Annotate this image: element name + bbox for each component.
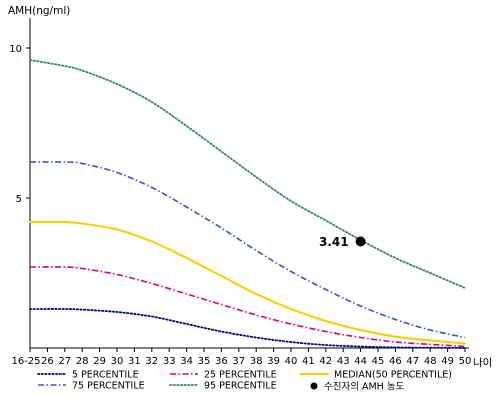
legend: 5 PERCENTILE 25 PERCENTILE MEDIAN(50 PERCE… bbox=[37, 370, 452, 393]
x-tick-label: 36 bbox=[215, 356, 228, 367]
x-tick-label: 47 bbox=[406, 356, 419, 367]
legend-label-3: MEDIAN(50 PERCENTILE) bbox=[334, 370, 452, 381]
x-tick-label: 44 bbox=[354, 356, 367, 367]
x-tick-label: 30 bbox=[111, 356, 124, 367]
x-tick-label: 41 bbox=[302, 356, 315, 367]
x-tick-label: 42 bbox=[319, 356, 332, 367]
x-ticks: 16-25 26 27 28 29 30 31 32 33 34 35 36 37 38 39 40 41 42 4… bbox=[11, 348, 471, 367]
series-layer bbox=[29, 59, 466, 349]
x-tick-label: 48 bbox=[424, 356, 437, 367]
legend-label-5: 95 PERCENTILE bbox=[204, 381, 277, 392]
legend-label-1: 5 PERCENTILE bbox=[72, 370, 139, 381]
x-tick-label: 28 bbox=[76, 356, 89, 367]
x-tick-label: 29 bbox=[93, 356, 106, 367]
legend-point-label: 수진자의 AMH 농도 bbox=[324, 382, 405, 393]
series-line-2 bbox=[29, 266, 466, 348]
x-tick-label: 40 bbox=[285, 356, 298, 367]
x-tick-label: 45 bbox=[372, 356, 385, 367]
x-tick-label: 46 bbox=[389, 356, 402, 367]
x-tick-label: 37 bbox=[232, 356, 245, 367]
x-tick-label: 33 bbox=[163, 356, 176, 367]
x-tick-label: 35 bbox=[198, 356, 211, 367]
series-line-5 bbox=[29, 59, 466, 289]
x-tick-label: 16-25 bbox=[11, 356, 40, 367]
y-axis-title: AMH(ng/ml) bbox=[8, 5, 70, 17]
patient-point-label: 3.41 bbox=[319, 235, 349, 249]
x-axis-title: 나이 bbox=[473, 357, 492, 369]
x-tick-label: 27 bbox=[58, 356, 71, 367]
series-line-1 bbox=[29, 308, 466, 349]
legend-point-swatch bbox=[310, 382, 318, 390]
series-line-3 bbox=[29, 220, 466, 345]
series-line-4 bbox=[29, 161, 466, 339]
axes bbox=[29, 18, 469, 349]
x-tick-label: 34 bbox=[180, 356, 193, 367]
legend-label-2: 25 PERCENTILE bbox=[204, 370, 277, 381]
y-tick-label: 10 bbox=[9, 44, 22, 55]
y-ticks: 5 10 bbox=[9, 44, 30, 205]
patient-point-layer: 3.41 bbox=[319, 235, 366, 249]
y-tick-label: 5 bbox=[16, 194, 22, 205]
patient-point bbox=[355, 236, 366, 247]
x-tick-label: 38 bbox=[250, 356, 263, 367]
x-tick-label: 50 bbox=[459, 356, 472, 367]
x-tick-label: 26 bbox=[41, 356, 54, 367]
legend-label-4: 75 PERCENTILE bbox=[72, 381, 145, 392]
x-tick-label: 32 bbox=[145, 356, 158, 367]
x-tick-label: 49 bbox=[441, 356, 454, 367]
x-tick-label: 31 bbox=[128, 356, 141, 367]
x-tick-label: 43 bbox=[337, 356, 350, 367]
x-tick-label: 39 bbox=[267, 356, 280, 367]
